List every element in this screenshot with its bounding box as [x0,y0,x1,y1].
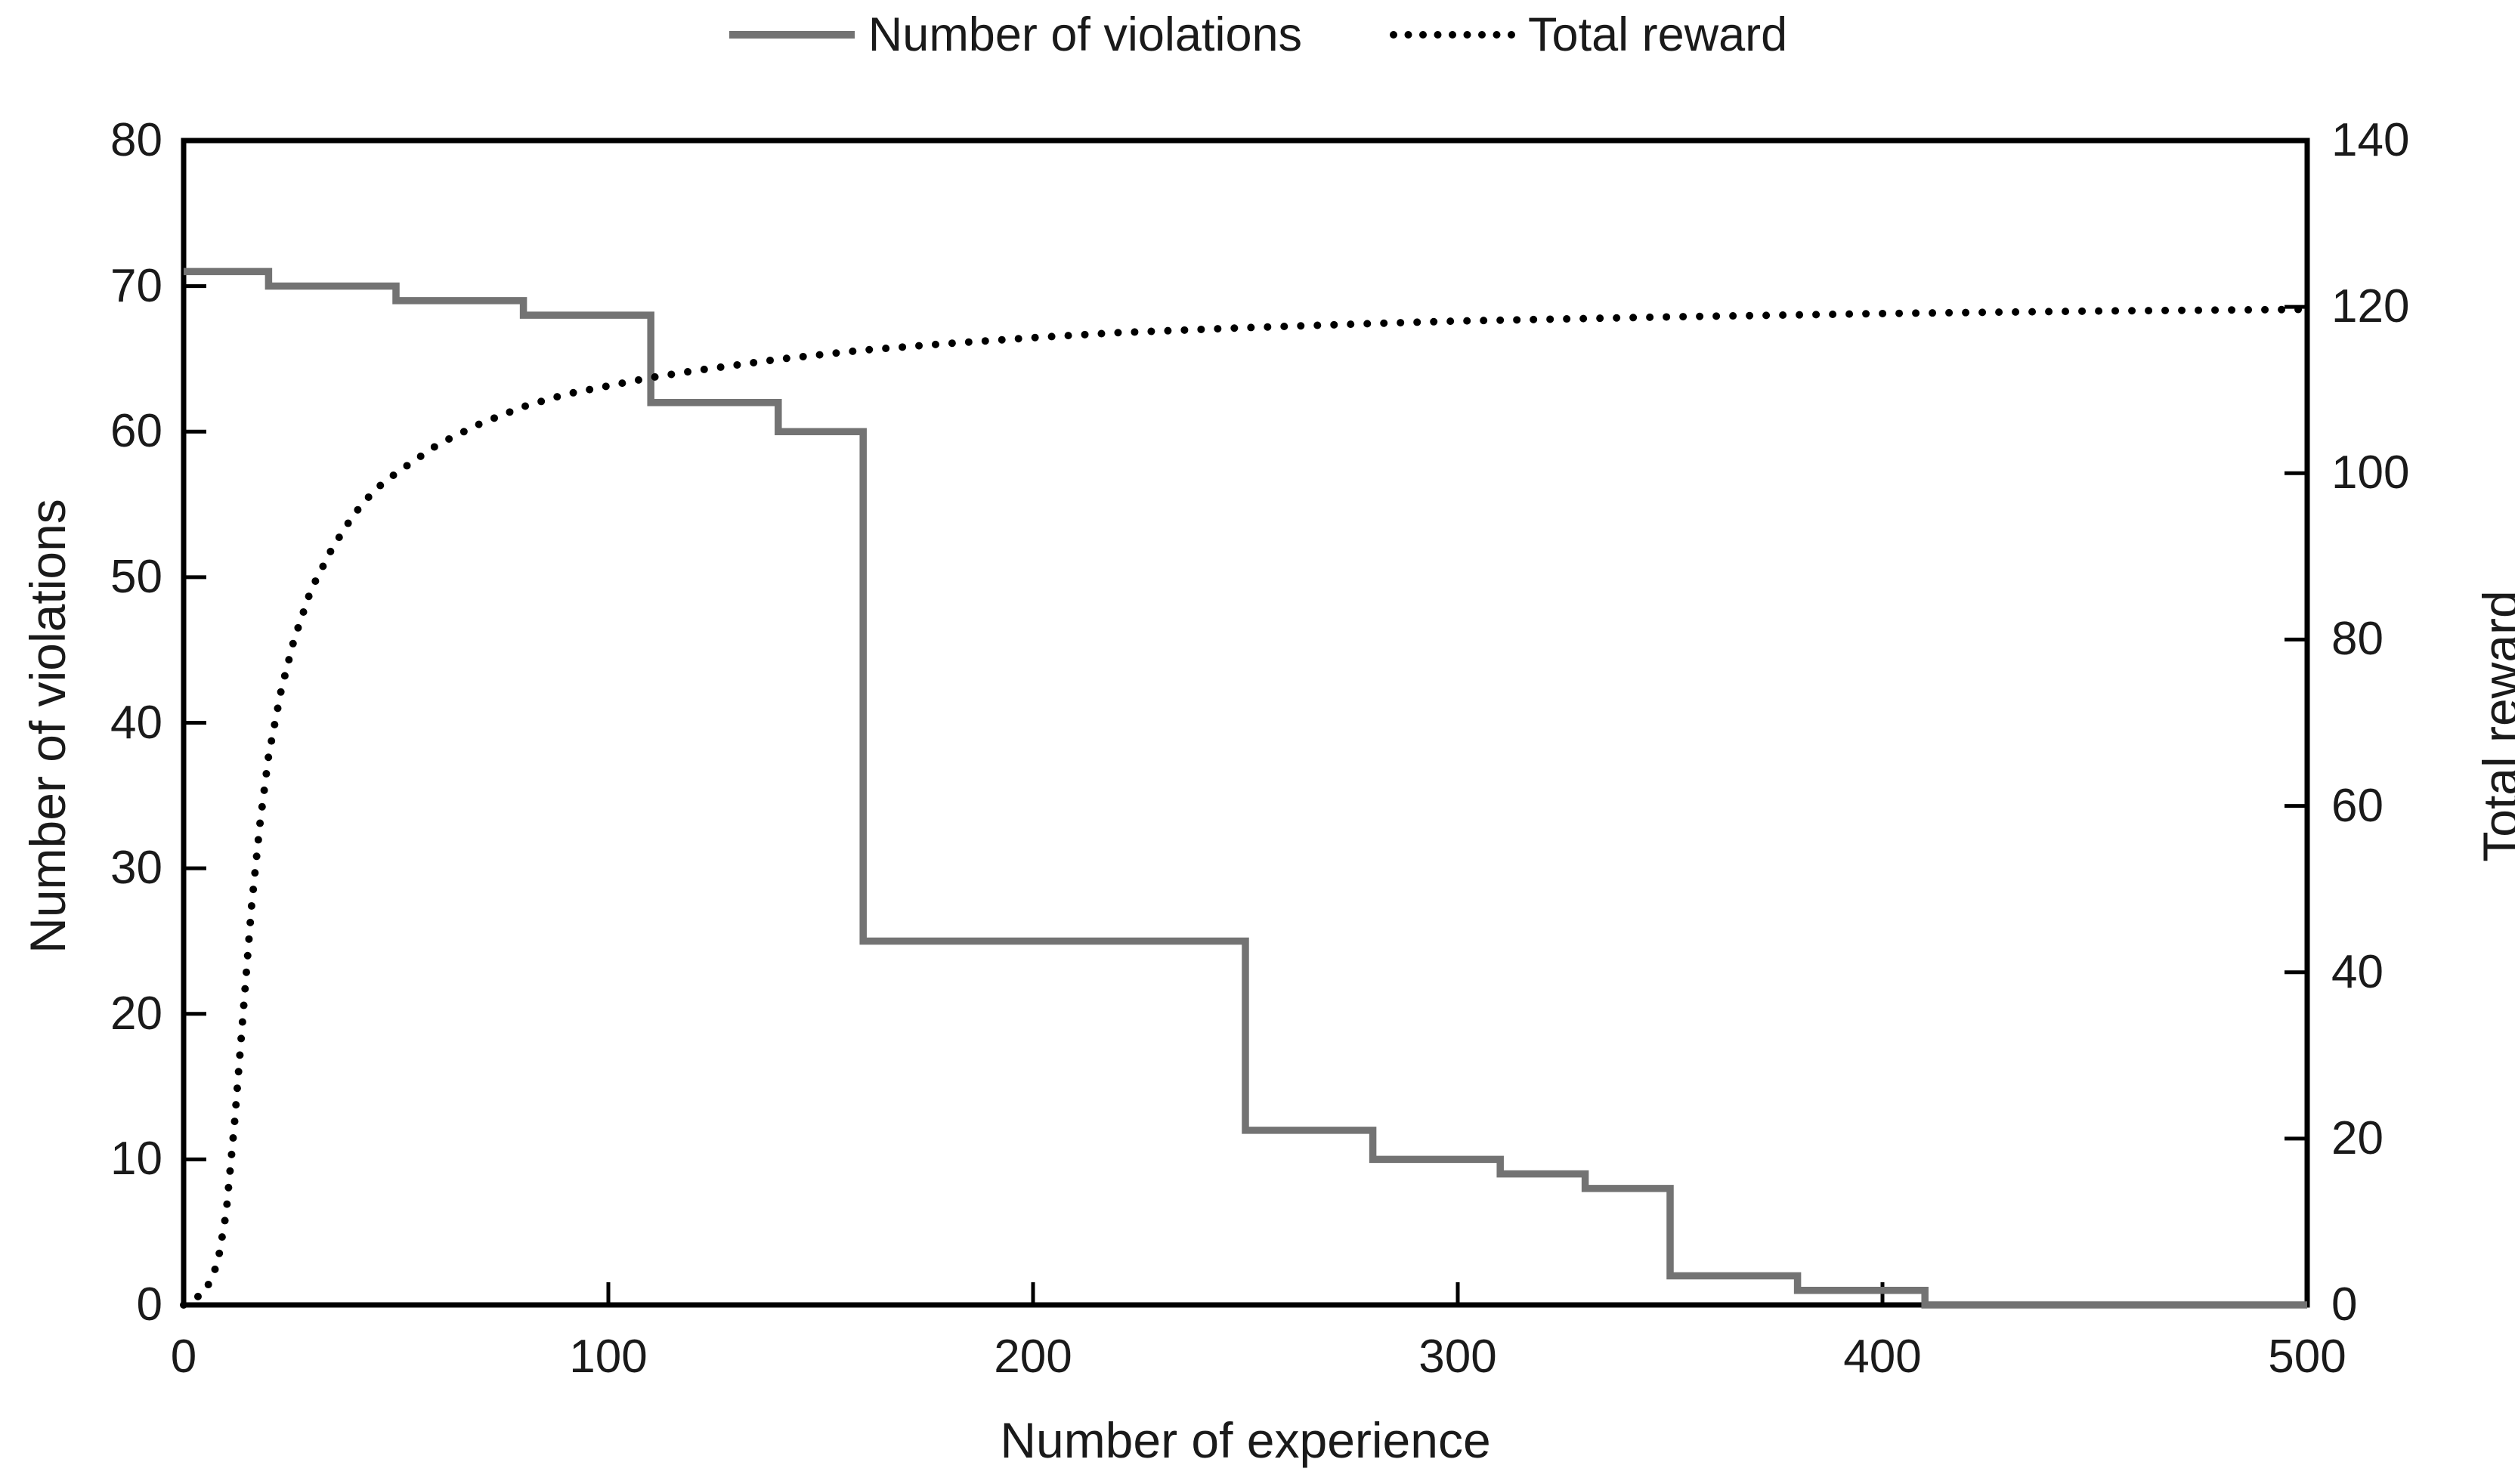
y-left-tick-label: 60 [110,405,162,458]
x-axis-tick-label: 400 [1843,1331,1922,1383]
y-right-tick-label: 140 [2331,114,2410,166]
x-axis-tick-label: 500 [2268,1331,2346,1383]
y-right-tick-label: 80 [2331,613,2384,666]
x-axis-title: Number of experience [1000,1412,1491,1468]
y-left-tick-label: 80 [110,114,162,166]
y-right-tick-label: 40 [2331,945,2384,998]
x-axis-tick-label: 100 [569,1331,648,1383]
y-left-tick-label: 20 [110,987,162,1040]
y-left-tick-label: 40 [110,696,162,749]
y-left-tick-label: 10 [110,1133,162,1186]
reward-series-line [180,305,2311,1309]
y-left-tick-label: 30 [110,842,162,895]
violations-series-line [184,267,2307,1309]
x-axis-tick-label: 200 [994,1331,1072,1383]
y-left-tick-label: 70 [110,259,162,312]
y-left-tick-label: 50 [110,550,162,603]
y-right-tick-label: 20 [2331,1111,2384,1164]
y-right-tick-label: 0 [2331,1278,2358,1331]
y-right-tick-label: 120 [2331,280,2410,333]
y-right-axis-title: Total reward [2473,590,2515,862]
y-right-tick-label: 60 [2331,779,2384,832]
y-left-axis-title: Number of violations [20,499,76,954]
x-axis-tick-label: 300 [1418,1331,1497,1383]
y-left-tick-label: 0 [136,1278,162,1331]
x-axis-tick-label: 0 [170,1331,197,1383]
y-right-tick-label: 100 [2331,447,2410,499]
